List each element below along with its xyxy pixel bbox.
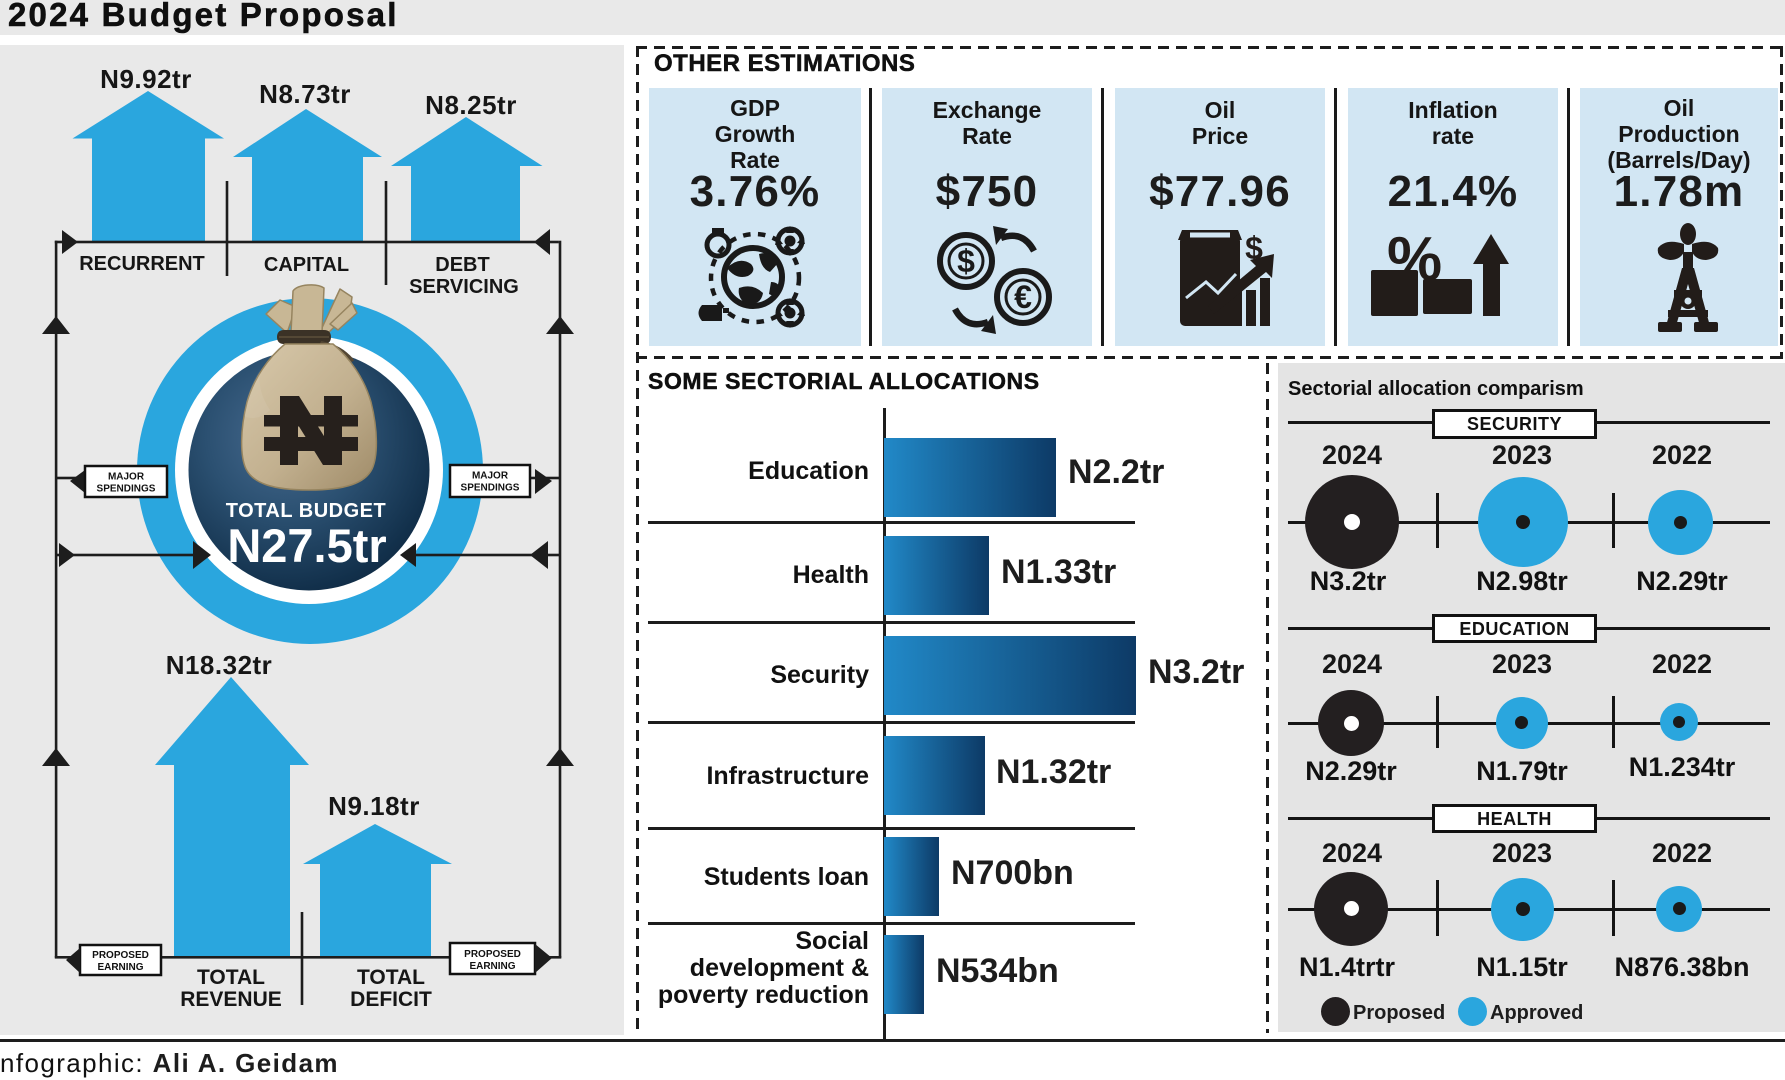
svg-text:MAJOR: MAJOR (472, 471, 509, 482)
svg-text:SPENDINGS: SPENDINGS (97, 484, 156, 495)
svg-text:$: $ (1245, 230, 1263, 266)
svg-text:TOTAL BUDGET: TOTAL BUDGET (226, 500, 386, 522)
svg-text:N8.25tr: N8.25tr (425, 90, 517, 120)
svg-text:RECURRENT: RECURRENT (79, 253, 205, 275)
svg-text:N27.5tr: N27.5tr (227, 519, 386, 572)
svg-text:EARNING: EARNING (469, 961, 515, 972)
svg-text:N9.92tr: N9.92tr (100, 64, 192, 94)
svg-text:TOTAL: TOTAL (357, 966, 425, 989)
svg-text:N9.18tr: N9.18tr (328, 791, 420, 821)
svg-text:DEFICIT: DEFICIT (350, 988, 432, 1011)
svg-text:PROPOSED: PROPOSED (92, 950, 149, 961)
svg-text:REVENUE: REVENUE (180, 988, 282, 1011)
svg-text:PROPOSED: PROPOSED (464, 949, 521, 960)
svg-text:N8.73tr: N8.73tr (259, 79, 351, 109)
svg-text:SPENDINGS: SPENDINGS (461, 483, 520, 494)
svg-text:EARNING: EARNING (97, 962, 143, 973)
svg-text:$: $ (957, 243, 975, 279)
svg-text:N18.32tr: N18.32tr (166, 650, 273, 680)
svg-text:€: € (1014, 279, 1032, 315)
svg-text:DEBT: DEBT (435, 254, 489, 276)
svg-text:MAJOR: MAJOR (108, 472, 145, 483)
svg-text:CAPITAL: CAPITAL (264, 254, 349, 276)
svg-text:SERVICING: SERVICING (409, 276, 519, 298)
svg-text:TOTAL: TOTAL (197, 966, 265, 989)
